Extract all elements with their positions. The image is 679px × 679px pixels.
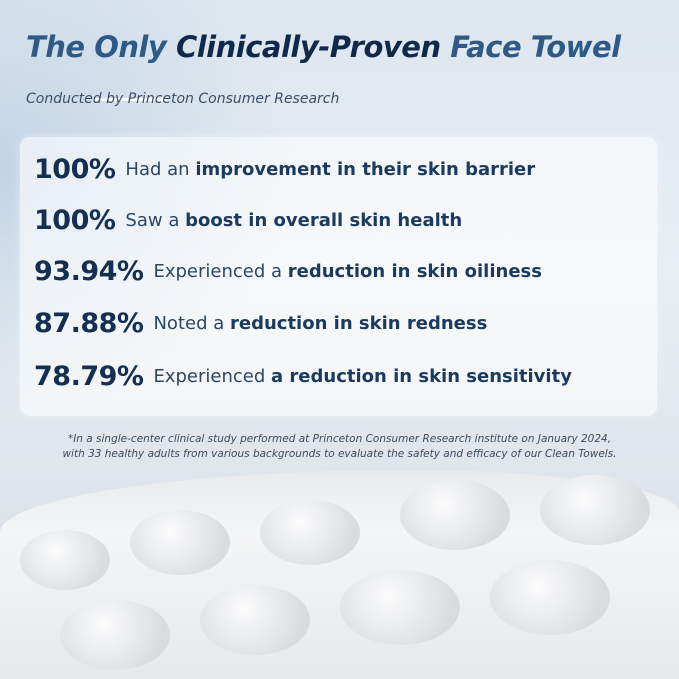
stat-row: 87.88% Noted a reduction in skin redness: [34, 308, 488, 339]
page-title: The Only Clinically-Proven Face Towel: [26, 30, 621, 64]
stat-row: 100% Saw a boost in overall skin health: [34, 205, 463, 236]
stat-row: 93.94% Experienced a reduction in skin oi…: [34, 256, 542, 287]
subtitle: Conducted by Princeton Consumer Research: [26, 91, 340, 107]
stat-row: 100% Had an improvement in their skin bar…: [34, 154, 536, 185]
title-underline: [93, 98, 168, 101]
stats-card: [20, 137, 657, 416]
footnote: *In a single-center clinical study perfo…: [62, 433, 617, 460]
stat-row: 78.79% Experienced a reduction in skin se…: [34, 361, 572, 392]
towel-image: [0, 470, 679, 679]
